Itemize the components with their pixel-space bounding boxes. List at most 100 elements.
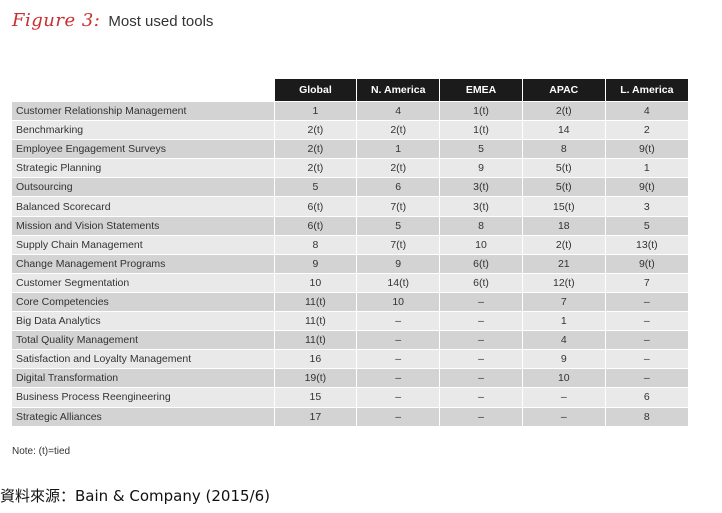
tool-name-cell: Satisfaction and Loyalty Management <box>12 349 274 369</box>
source-citation: 資料來源：Bain & Company (2015/6) <box>0 487 270 505</box>
rank-cell: 1(t) <box>439 100 523 121</box>
rank-cell: 7 <box>604 272 688 293</box>
rank-cell: 16 <box>273 349 357 369</box>
table-row: Digital Transformation 19(t) – –10– <box>12 368 688 388</box>
rank-cell: – <box>521 406 606 426</box>
figure-heading: Most used tools <box>108 13 214 30</box>
rank-cell: 15(t) <box>521 196 606 217</box>
rank-cell: – <box>439 368 523 388</box>
rank-cell: 14 <box>521 120 606 140</box>
rank-cell: 10 <box>439 234 523 255</box>
rank-cell: – <box>521 387 606 407</box>
rank-cell: 12(t) <box>521 272 606 293</box>
rank-cell: 6 <box>604 387 688 407</box>
rank-cell: – <box>439 387 523 407</box>
table-row: Strategic Alliances 17– – –8 <box>12 406 688 426</box>
rank-cell: 8 <box>521 139 606 159</box>
rank-cell: 19(t) <box>273 368 357 388</box>
rank-cell: 2 <box>604 120 688 140</box>
rank-cell: – <box>356 406 440 426</box>
rank-cell: 10 <box>521 368 606 388</box>
rank-cell: – <box>356 311 440 331</box>
table-row: Satisfaction and Loyalty Management 16– –9… <box>12 349 688 369</box>
rank-cell: 5 <box>356 215 440 236</box>
rank-cell: 9 <box>439 158 523 178</box>
rank-cell: 8 <box>273 234 357 255</box>
rank-cell: 14(t) <box>356 272 440 293</box>
tool-name-cell: Customer Relationship Management <box>12 100 274 121</box>
rank-cell: – <box>604 291 688 312</box>
rank-cell: 2(t) <box>273 120 357 140</box>
rank-cell: 9 <box>356 253 440 274</box>
rank-cell: 11(t) <box>273 311 357 331</box>
rank-cell: 10 <box>356 291 440 312</box>
figure-title: Figure 3: Most used tools <box>12 10 213 34</box>
tool-name-cell: Core Competencies <box>12 291 274 312</box>
rank-cell: 5(t) <box>521 177 606 197</box>
table-row: Benchmarking 2(t) 2(t) 1(t) 14 2 <box>12 120 688 140</box>
rank-cell: 10 <box>273 272 357 293</box>
rank-cell: 7(t) <box>356 234 440 255</box>
rank-cell: 8 <box>604 406 688 426</box>
header-latin-america: L. America <box>604 79 688 102</box>
rank-cell: 6(t) <box>273 196 357 217</box>
rank-cell: 13(t) <box>604 234 688 255</box>
rank-cell: 2(t) <box>356 158 440 178</box>
header-north-america: N. America <box>356 79 440 102</box>
rank-cell: 6(t) <box>439 272 523 293</box>
rank-cell: 9(t) <box>604 177 688 197</box>
rank-cell: 7 <box>521 291 606 312</box>
table-note: Note: (t)=tied <box>12 446 71 457</box>
rank-cell: 11(t) <box>273 330 357 350</box>
rank-cell: 4 <box>604 100 688 121</box>
tool-name-cell: Digital Transformation <box>12 368 274 388</box>
rank-cell: 1 <box>604 158 688 178</box>
header-apac: APAC <box>521 79 606 102</box>
table-row: Mission and Vision Statements 6(t) 5 8 18 5 <box>12 215 688 236</box>
rank-cell: 21 <box>521 253 606 274</box>
rank-cell: – <box>439 330 523 350</box>
rank-cell: 5 <box>439 139 523 159</box>
tool-name-cell: Total Quality Management <box>12 330 274 350</box>
table-row: Balanced Scorecard 6(t) 7(t) 3(t) 15(t) 3 <box>12 196 688 217</box>
rank-cell: 2(t) <box>273 139 357 159</box>
rank-cell: – <box>604 330 688 350</box>
rank-cell: – <box>439 311 523 331</box>
tool-name-cell: Big Data Analytics <box>12 311 274 331</box>
rank-cell: 1 <box>521 311 606 331</box>
table-row: Employee Engagement Surveys 2(t) 1 5 8 9(t) <box>12 139 688 159</box>
rank-cell: 2(t) <box>521 234 606 255</box>
tools-table: Global N. America EMEA APAC L. America C… <box>12 79 688 426</box>
tool-name-cell: Change Management Programs <box>12 253 274 274</box>
rank-cell: 8 <box>439 215 523 236</box>
rank-cell: 15 <box>273 387 357 407</box>
rank-cell: 3(t) <box>439 177 523 197</box>
rank-cell: – <box>604 349 688 369</box>
header-blank-cell <box>12 79 274 102</box>
rank-cell: 6(t) <box>273 215 357 236</box>
table-row: Total Quality Management 11(t) – –4– <box>12 330 688 350</box>
rank-cell: 17 <box>273 406 357 426</box>
rank-cell: 1 <box>356 139 440 159</box>
tool-name-cell: Strategic Alliances <box>12 406 274 426</box>
rank-cell: 5(t) <box>521 158 606 178</box>
rank-cell: 11(t) <box>273 291 357 312</box>
tool-name-cell: Balanced Scorecard <box>12 196 274 217</box>
tool-name-cell: Customer Segmentation <box>12 272 274 293</box>
rank-cell: – <box>439 406 523 426</box>
rank-cell: 5 <box>273 177 357 197</box>
table-row: Big Data Analytics 11(t) – –1– <box>12 311 688 331</box>
rank-cell: – <box>356 330 440 350</box>
tool-name-cell: Strategic Planning <box>12 158 274 178</box>
table-row: Business Process Reengineering 15– – –6 <box>12 387 688 407</box>
rank-cell: 7(t) <box>356 196 440 217</box>
rank-cell: – <box>604 368 688 388</box>
rank-cell: 2(t) <box>521 100 606 121</box>
rank-cell: 18 <box>521 215 606 236</box>
rank-cell: – <box>439 349 523 369</box>
rank-cell: – <box>356 387 440 407</box>
rank-cell: 5 <box>604 215 688 236</box>
tool-name-cell: Supply Chain Management <box>12 234 274 255</box>
table-row: Supply Chain Management 8 7(t) 10 2(t) 13(t) <box>12 234 688 255</box>
tool-name-cell: Benchmarking <box>12 120 274 140</box>
